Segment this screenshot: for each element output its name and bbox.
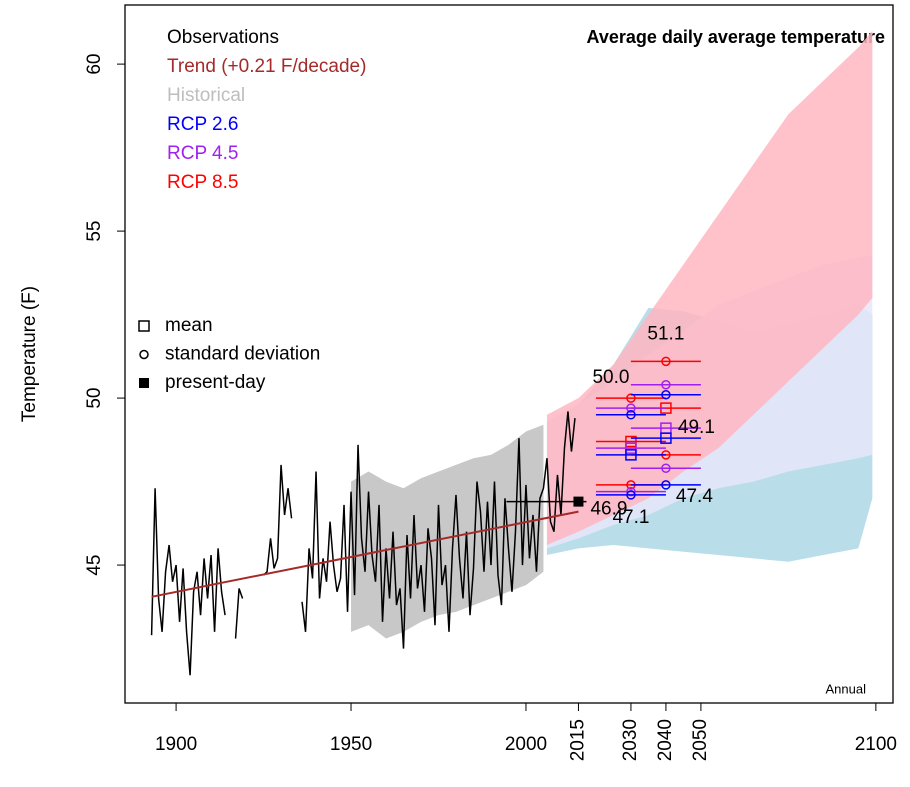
sd-marker bbox=[661, 356, 671, 367]
x-tick-label: 2000 bbox=[505, 734, 547, 755]
x-tick-label: 1950 bbox=[330, 734, 372, 755]
y-tick-label: 60 bbox=[84, 54, 105, 75]
y-tick-label: 45 bbox=[84, 554, 105, 575]
ensemble-band bbox=[546, 30, 873, 546]
chart-title: Average daily average temperature bbox=[587, 27, 886, 47]
legend-entry: standard deviation bbox=[165, 344, 320, 365]
legend-entry: present-day bbox=[165, 372, 266, 393]
mean-marker bbox=[625, 449, 637, 461]
legend-entry: mean bbox=[165, 315, 213, 336]
legend-symbol bbox=[138, 320, 150, 332]
sd-marker bbox=[661, 379, 671, 390]
mean-marker bbox=[625, 435, 637, 448]
y-tick-label: 55 bbox=[84, 221, 105, 242]
value-label: 47.4 bbox=[676, 486, 713, 507]
x-tick-label: 2100 bbox=[855, 734, 897, 755]
value-label: 46.9 bbox=[590, 499, 627, 520]
sd-marker bbox=[661, 480, 671, 490]
sd-marker bbox=[626, 403, 636, 413]
value-label: 50.0 bbox=[592, 367, 629, 388]
y-tick-label: 50 bbox=[84, 388, 105, 409]
sd-marker bbox=[626, 410, 636, 420]
ensemble-band bbox=[351, 424, 544, 639]
sd-marker bbox=[661, 389, 671, 400]
x-tick-label: 2015 bbox=[567, 719, 588, 761]
x-tick-label: 2050 bbox=[690, 719, 711, 761]
annotation: Annual bbox=[826, 681, 867, 696]
legend-entry: RCP 2.6 bbox=[167, 114, 238, 135]
sd-marker bbox=[626, 490, 636, 500]
trend-line bbox=[151, 510, 579, 598]
mean-marker bbox=[660, 432, 672, 444]
legend-symbol bbox=[139, 378, 149, 388]
legend-entry: RCP 8.5 bbox=[167, 172, 238, 193]
x-tick-label: 1900 bbox=[155, 734, 197, 755]
legend-entry: RCP 4.5 bbox=[167, 143, 238, 164]
value-label: 47.1 bbox=[612, 507, 649, 528]
present-day-marker bbox=[573, 496, 584, 507]
value-label: 51.1 bbox=[647, 323, 684, 344]
x-tick-label: 2040 bbox=[655, 719, 676, 761]
mean-marker bbox=[625, 442, 637, 454]
y-axis-label: Temperature (F) bbox=[19, 286, 40, 422]
plot-frame bbox=[124, 4, 894, 704]
observations-line bbox=[150, 411, 576, 676]
legend-entry: Historical bbox=[167, 85, 245, 106]
legend-entry: Observations bbox=[167, 27, 279, 48]
legend-entry: Trend (+0.21 F/decade) bbox=[167, 56, 366, 77]
x-tick-label: 2030 bbox=[620, 719, 641, 761]
legend-symbol bbox=[139, 349, 149, 360]
sd-marker bbox=[661, 463, 671, 473]
value-label: 49.1 bbox=[678, 417, 715, 438]
